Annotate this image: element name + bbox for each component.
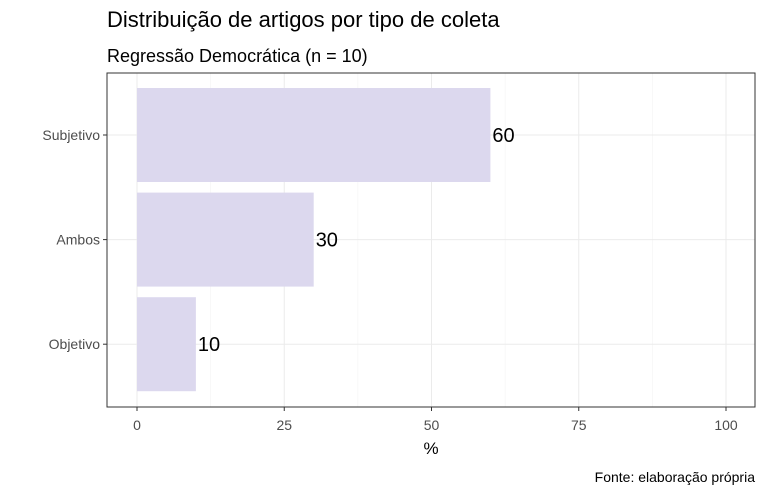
bar (137, 297, 196, 392)
bar (137, 192, 314, 287)
y-tick-label: Objetivo (49, 336, 101, 352)
bar (137, 88, 491, 182)
y-tick-label: Ambos (56, 232, 100, 248)
x-tick-label: 50 (424, 417, 440, 433)
chart-caption: Fonte: elaboração própria (595, 469, 756, 485)
chart-subtitle: Regressão Democrática (n = 10) (107, 46, 368, 66)
x-tick-label: 0 (133, 417, 141, 433)
x-tick-label: 75 (571, 417, 587, 433)
x-tick-label: 100 (714, 417, 738, 433)
bar-value-label: 30 (316, 230, 338, 252)
x-tick-label: 25 (276, 417, 292, 433)
y-axis: Subjetivo Ambos Objetivo (42, 127, 107, 352)
x-axis-title: % (423, 439, 438, 458)
bar-value-label: 60 (492, 125, 514, 147)
x-axis: 0 25 50 75 100 (133, 407, 738, 433)
chart-title: Distribuição de artigos por tipo de cole… (107, 7, 500, 32)
bar-labels: 60 30 10 (198, 125, 515, 356)
bars (137, 88, 491, 392)
bar-value-label: 10 (198, 334, 220, 356)
y-tick-label: Subjetivo (42, 127, 100, 143)
